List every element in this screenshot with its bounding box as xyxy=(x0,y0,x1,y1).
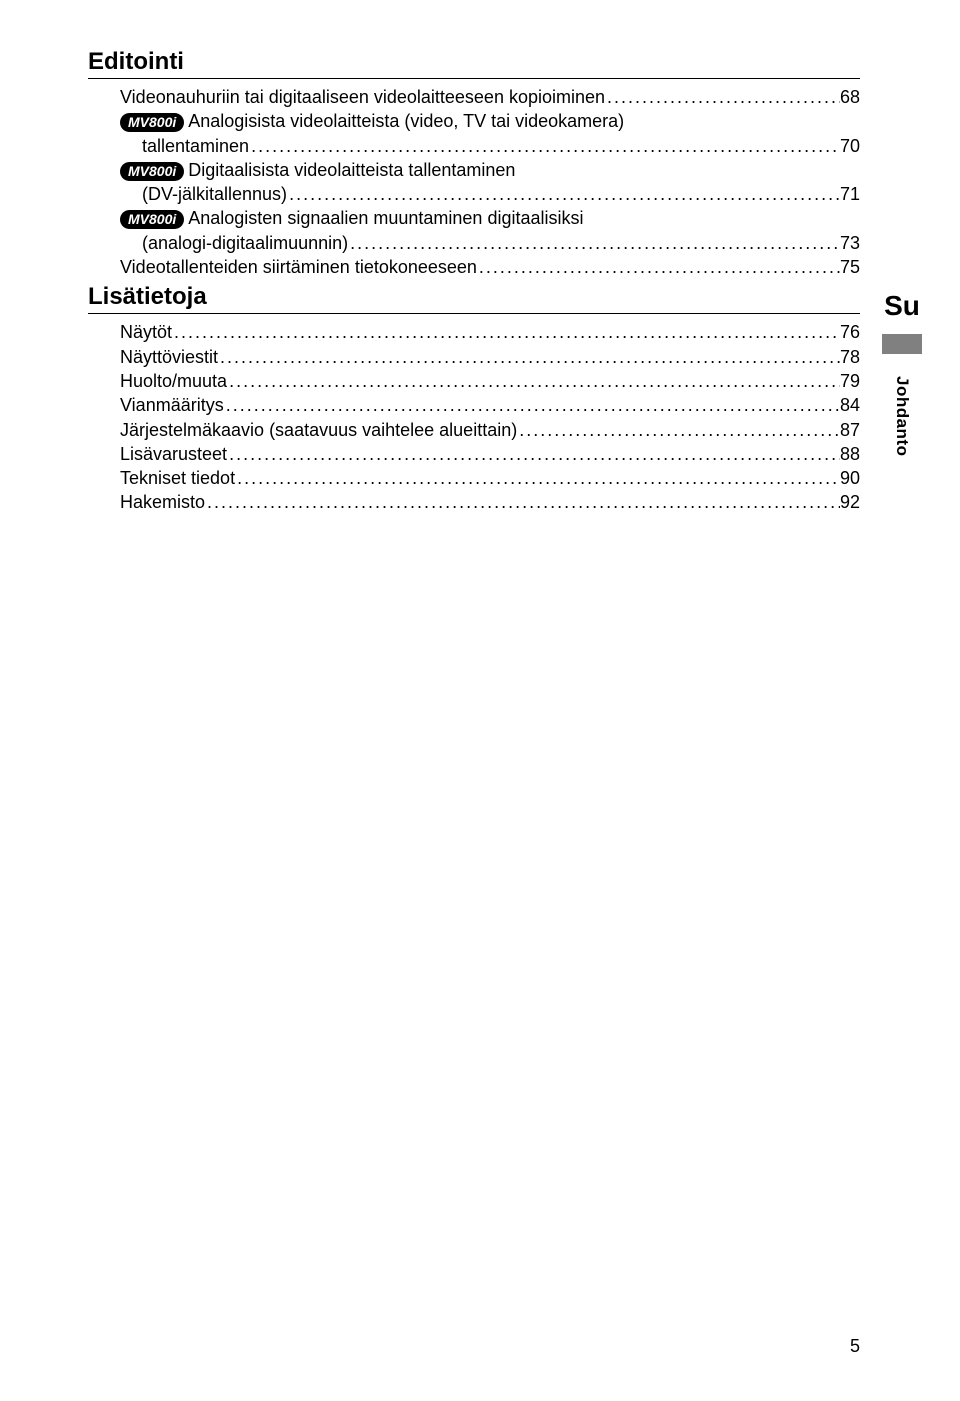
toc-page: 79 xyxy=(840,369,860,393)
toc-entry-cont: tallentaminen 70 xyxy=(142,134,860,158)
toc-label: Hakemisto xyxy=(120,490,205,514)
toc-entry-cont: (analogi-digitaalimuunnin) 73 xyxy=(142,231,860,255)
toc-page: 78 xyxy=(840,345,860,369)
toc-entry: Tekniset tiedot 90 xyxy=(120,466,860,490)
toc-label: Vianmääritys xyxy=(120,393,224,417)
toc-entry: Vianmääritys 84 xyxy=(120,393,860,417)
toc-entry: Huolto/muuta 79 xyxy=(120,369,860,393)
toc-leader xyxy=(517,418,840,442)
toc-label: Tekniset tiedot xyxy=(120,466,235,490)
toc-label: Näytöt xyxy=(120,320,172,344)
toc-leader xyxy=(205,490,840,514)
toc-label: Lisävarusteet xyxy=(120,442,227,466)
toc-leader xyxy=(227,369,840,393)
section-tab-label: Johdanto xyxy=(892,376,912,457)
toc-entry: Näyttöviestit 78 xyxy=(120,345,860,369)
toc-leader xyxy=(235,466,840,490)
toc-page: 92 xyxy=(840,490,860,514)
toc-leader xyxy=(227,442,840,466)
toc-entry: MV800i Digitaalisista videolaitteista ta… xyxy=(120,158,860,182)
toc-label: Digitaalisista videolaitteista tallentam… xyxy=(188,158,515,182)
toc-page: 75 xyxy=(840,255,860,279)
toc-label: Videotallenteiden siirtäminen tietokonee… xyxy=(120,255,477,279)
toc-entry-cont: (DV-jälkitallennus) 71 xyxy=(142,182,860,206)
toc-label: Videonauhuriin tai digitaaliseen videola… xyxy=(120,85,605,109)
toc-label: Analogisten signaalien muuntaminen digit… xyxy=(188,206,583,230)
language-tab: Su xyxy=(884,290,920,322)
toc-entry: Lisävarusteet 88 xyxy=(120,442,860,466)
page-content: Editointi Videonauhuriin tai digitaalise… xyxy=(0,0,960,515)
model-badge: MV800i xyxy=(120,113,184,132)
toc-leader xyxy=(477,255,840,279)
section-heading-lisatietoja: Lisätietoja xyxy=(88,283,860,311)
toc-page: 87 xyxy=(840,418,860,442)
toc-label: (DV-jälkitallennus) xyxy=(142,182,287,206)
toc-page: 88 xyxy=(840,442,860,466)
toc-entry: Hakemisto 92 xyxy=(120,490,860,514)
toc-label: Huolto/muuta xyxy=(120,369,227,393)
toc-entry: MV800i Analogisten signaalien muuntamine… xyxy=(120,206,860,230)
page-number: 5 xyxy=(850,1336,860,1357)
toc-leader xyxy=(249,134,840,158)
sidebar-tabs: Su Johdanto xyxy=(874,290,930,457)
tab-indicator xyxy=(882,334,922,354)
section-heading-editointi: Editointi xyxy=(88,48,860,76)
toc-label: tallentaminen xyxy=(142,134,249,158)
toc-leader xyxy=(172,320,840,344)
toc-label: Analogisista videolaitteista (video, TV … xyxy=(188,109,624,133)
model-badge: MV800i xyxy=(120,210,184,229)
heading-rule xyxy=(88,78,860,79)
toc-page: 70 xyxy=(840,134,860,158)
toc-entry: Videotallenteiden siirtäminen tietokonee… xyxy=(120,255,860,279)
toc-entry: Videonauhuriin tai digitaaliseen videola… xyxy=(120,85,860,109)
toc-entry: Järjestelmäkaavio (saatavuus vaihtelee a… xyxy=(120,418,860,442)
toc-page: 90 xyxy=(840,466,860,490)
toc-label: Järjestelmäkaavio (saatavuus vaihtelee a… xyxy=(120,418,517,442)
toc-leader xyxy=(605,85,840,109)
toc-page: 71 xyxy=(840,182,860,206)
toc-leader xyxy=(348,231,840,255)
toc-entry: MV800i Analogisista videolaitteista (vid… xyxy=(120,109,860,133)
heading-rule xyxy=(88,313,860,314)
toc-page: 68 xyxy=(840,85,860,109)
toc-leader xyxy=(287,182,840,206)
model-badge: MV800i xyxy=(120,162,184,181)
toc-page: 84 xyxy=(840,393,860,417)
toc-label: Näyttöviestit xyxy=(120,345,218,369)
toc-leader xyxy=(218,345,840,369)
toc-label: (analogi-digitaalimuunnin) xyxy=(142,231,348,255)
toc-page: 76 xyxy=(840,320,860,344)
toc-entry: Näytöt 76 xyxy=(120,320,860,344)
toc-leader xyxy=(224,393,840,417)
toc-page: 73 xyxy=(840,231,860,255)
